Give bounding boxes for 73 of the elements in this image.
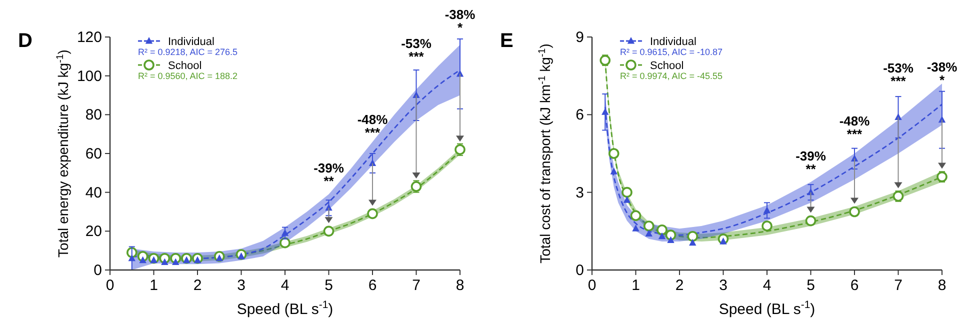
- x-tick-label: 5: [324, 277, 333, 294]
- x-tick-label: 0: [106, 277, 114, 294]
- y-tick-label: 6: [576, 106, 584, 124]
- legend-label: Individual: [168, 36, 214, 48]
- point: [687, 230, 698, 242]
- point: [643, 220, 654, 232]
- x-tick-label: 3: [237, 277, 246, 294]
- annotation: -39% **: [796, 148, 826, 177]
- point: [602, 108, 609, 115]
- annotation: R² = 0.9560, AIC = 188.2: [138, 71, 238, 81]
- point: [630, 210, 642, 222]
- annotation: -53% ***: [883, 60, 914, 89]
- y-tick-label: 20: [85, 223, 102, 240]
- point: [762, 220, 772, 232]
- y-tick-label: 0: [576, 262, 584, 279]
- x-axis-title: Speed (BL s$^{-1}$): [236, 299, 334, 318]
- y-tick-label: 40: [85, 184, 102, 202]
- point: [632, 224, 640, 232]
- x-tick-label: 7: [894, 277, 902, 294]
- x-tick-label: 6: [850, 277, 859, 294]
- y-tick-label: 60: [85, 146, 102, 162]
- y-tick-label: 9: [576, 29, 584, 46]
- x-tick-label: 4: [280, 277, 290, 294]
- point: [281, 229, 289, 236]
- point: [658, 232, 666, 240]
- chart-title: E: [500, 30, 514, 52]
- x-tick-label: 1: [632, 277, 640, 294]
- x-tick-label: 3: [719, 277, 728, 294]
- x-tick-label: 8: [456, 277, 464, 294]
- x-tick-label: 7: [412, 277, 420, 294]
- x-tick-label: 2: [675, 277, 684, 294]
- x-tick-label: 4: [762, 277, 772, 294]
- point: [805, 215, 816, 226]
- x-tick-label: 5: [806, 277, 815, 294]
- point: [128, 254, 136, 262]
- annotation: -38% *: [444, 6, 476, 35]
- point: [849, 206, 860, 218]
- x-tick-label: 2: [193, 277, 202, 294]
- legend-label: School: [650, 60, 684, 72]
- point: [182, 256, 190, 264]
- x-axis-title: Speed (BL s$^{-1}$): [718, 299, 816, 318]
- point: [689, 238, 696, 246]
- point: [194, 256, 202, 264]
- point: [608, 148, 620, 159]
- annotation: -48% ***: [839, 114, 870, 142]
- x-tick-label: 8: [938, 277, 946, 294]
- chart-title: D: [18, 30, 32, 52]
- y-tick-label: 120: [76, 29, 102, 46]
- annotation: -38% *: [926, 59, 958, 88]
- point: [622, 186, 632, 198]
- annotation: -48% ***: [357, 112, 388, 140]
- y-tick-label: 100: [76, 68, 102, 85]
- annotation: R² = 0.9974, AIC = -45.55: [620, 71, 723, 81]
- point: [610, 168, 618, 174]
- y-tick-label: 3: [576, 184, 584, 202]
- point: [667, 236, 674, 244]
- annotation: R² = 0.9218, AIC = 276.5: [138, 47, 238, 57]
- point: [323, 226, 334, 237]
- point: [665, 230, 676, 240]
- annotation: -53% ***: [401, 36, 432, 64]
- annotation: R² = 0.9615, AIC = -10.87: [620, 47, 723, 57]
- legend-label: School: [168, 60, 202, 72]
- point: [623, 196, 631, 203]
- y-tick-label: 0: [94, 262, 102, 279]
- annotation: -39% **: [314, 160, 344, 188]
- y-tick-label: 80: [85, 106, 102, 124]
- x-tick-label: 1: [150, 277, 158, 294]
- x-tick-label: 0: [588, 277, 596, 294]
- point: [656, 224, 668, 236]
- point: [367, 208, 378, 220]
- legend-label: Individual: [650, 36, 696, 48]
- x-tick-label: 6: [368, 277, 377, 294]
- point: [645, 230, 652, 237]
